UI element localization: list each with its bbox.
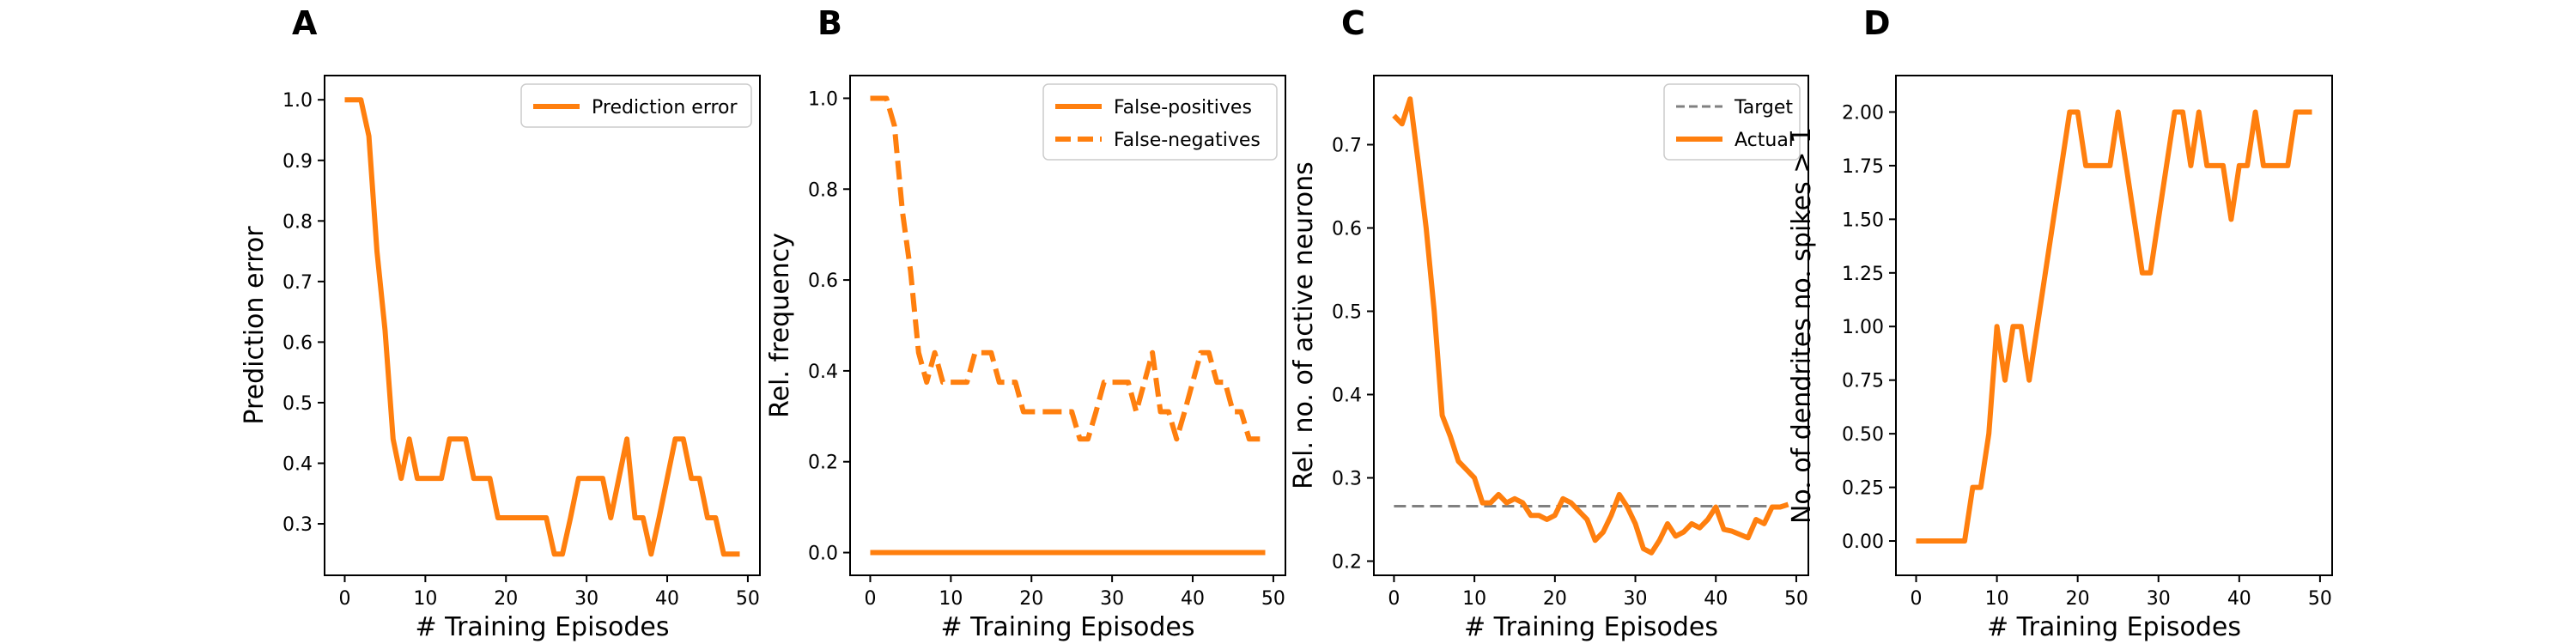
panel-letter: B — [817, 4, 842, 42]
legend-box — [520, 83, 752, 128]
y-axis-label: Rel. no. of active neurons — [1289, 161, 1319, 489]
series-line-0 — [344, 97, 740, 557]
x-tick-label: 0 — [864, 588, 876, 610]
panel-b: B 0 10 20 30 40 50 0.0 0.2 0.4 0.6 0.8 1.0 # Training… — [765, 4, 1286, 642]
y-tick-label: 0.6 — [808, 270, 838, 292]
legend-label: Prediction error — [592, 97, 738, 118]
y-tick-label: 1.75 — [1842, 156, 1884, 178]
x-tick-label: 50 — [1784, 588, 1808, 610]
y-tick-label: 0.5 — [283, 393, 313, 415]
x-tick-label: 40 — [1181, 588, 1205, 610]
y-tick-label: 0.4 — [1332, 386, 1362, 407]
x-tick-label: 20 — [494, 588, 518, 610]
x-tick-label: 50 — [736, 588, 760, 610]
y-tick-label: 0.2 — [808, 453, 838, 474]
x-tick-label: 30 — [1100, 588, 1124, 610]
panel-a: A 0 10 20 30 40 50 0.3 0.4 0.5 0.6 0.7 0.8 0.9 1.0 # Tr… — [240, 4, 761, 642]
x-tick-label: 10 — [939, 588, 963, 610]
x-tick-label: 10 — [1985, 588, 2009, 610]
axes-frame — [324, 75, 761, 576]
y-tick-label: 1.50 — [1842, 210, 1884, 231]
x-tick-label: 20 — [1543, 588, 1567, 610]
x-tick-label: 30 — [1624, 588, 1648, 610]
panel-letter: A — [292, 4, 318, 42]
y-tick-label: 2.00 — [1842, 102, 1884, 124]
legend-label: False-negatives — [1114, 130, 1261, 151]
y-tick-label: 0.7 — [1332, 136, 1362, 157]
x-tick-label: 0 — [338, 588, 350, 610]
y-tick-label: 0.6 — [283, 332, 313, 354]
axes-frame — [849, 75, 1286, 576]
legend-label: False-positives — [1114, 97, 1252, 118]
x-tick-label: 10 — [413, 588, 437, 610]
y-axis-label: No. of dendrites no. spikes > 1 — [1787, 127, 1817, 524]
panel-d: D 0 10 20 30 40 50 0.00 0.25 0.50 0.75 1.00 1.25 1.50… — [1787, 4, 2333, 642]
x-axis-label: # Training Episodes — [1987, 612, 2241, 642]
x-tick-label: 40 — [1704, 588, 1728, 610]
y-tick-label: 0.3 — [1332, 469, 1362, 490]
y-tick-label: 0.8 — [283, 211, 313, 233]
y-tick-label: 0.8 — [808, 179, 838, 201]
legend-label: Target — [1734, 97, 1793, 118]
x-tick-label: 40 — [655, 588, 679, 610]
x-tick-label: 20 — [1019, 588, 1043, 610]
y-tick-label: 0.9 — [283, 151, 313, 173]
y-tick-label: 0.7 — [283, 272, 313, 294]
x-tick-label: 0 — [1388, 588, 1400, 610]
y-tick-label: 0.6 — [1332, 219, 1362, 240]
y-tick-label: 1.0 — [808, 88, 838, 110]
panel-c: C 0 10 20 30 40 50 0.2 0.3 0.4 0.5 0.6 0.7 # Training… — [1289, 4, 1809, 642]
x-tick-label: 30 — [574, 588, 598, 610]
y-tick-label: 0.2 — [1332, 552, 1362, 574]
y-axis-label: Rel. frequency — [765, 233, 795, 418]
panel-letter: D — [1863, 4, 1891, 42]
y-tick-label: 0.3 — [283, 514, 313, 536]
y-tick-label: 0.25 — [1842, 478, 1884, 500]
x-tick-label: 30 — [2147, 588, 2171, 610]
x-tick-label: 0 — [1911, 588, 1923, 610]
x-tick-label: 10 — [1462, 588, 1486, 610]
x-axis-label: # Training Episodes — [1464, 612, 1718, 642]
y-tick-label: 0.50 — [1842, 424, 1884, 446]
y-tick-label: 0.4 — [808, 361, 838, 383]
legend-label: Actual — [1735, 130, 1794, 151]
panel-letter: C — [1341, 4, 1365, 42]
x-axis-label: # Training Episodes — [940, 612, 1194, 642]
y-tick-label: 0.4 — [283, 453, 313, 475]
y-tick-label: 0.5 — [1332, 302, 1362, 324]
y-axis-label: Prediction error — [240, 226, 270, 425]
x-tick-label: 40 — [2227, 588, 2251, 610]
y-tick-label: 0.00 — [1842, 532, 1884, 553]
series-line-0 — [1916, 109, 2312, 544]
axes-frame — [1373, 75, 1809, 576]
axes-frame — [1895, 75, 2333, 576]
y-tick-label: 1.25 — [1842, 264, 1884, 285]
y-tick-label: 1.0 — [283, 90, 313, 112]
x-tick-label: 20 — [2066, 588, 2090, 610]
x-axis-label: # Training Episodes — [415, 612, 669, 642]
y-tick-label: 1.00 — [1842, 317, 1884, 338]
series-line-1 — [1392, 96, 1789, 556]
y-tick-label: 0.75 — [1842, 371, 1884, 392]
y-tick-label: 0.0 — [808, 544, 838, 565]
x-tick-label: 50 — [2308, 588, 2332, 610]
x-tick-label: 50 — [1261, 588, 1285, 610]
